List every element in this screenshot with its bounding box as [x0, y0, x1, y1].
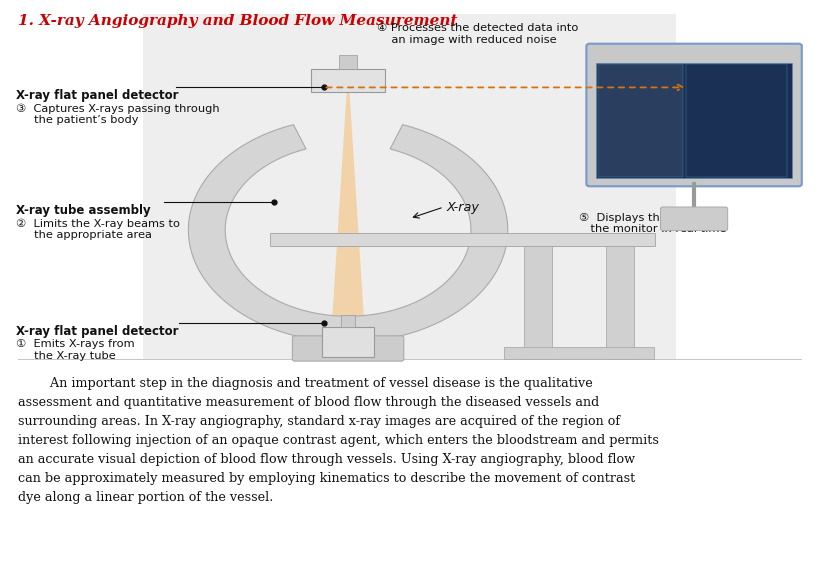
Bar [504, 347, 654, 359]
Text: X-ray: X-ray [446, 201, 479, 213]
FancyBboxPatch shape [292, 336, 404, 361]
Polygon shape [332, 69, 364, 327]
Bar [596, 63, 792, 178]
Bar [143, 14, 676, 359]
Polygon shape [188, 125, 508, 342]
Text: X-ray tube assembly: X-ray tube assembly [16, 204, 151, 217]
Bar [311, 69, 385, 92]
Text: An important step in the diagnosis and treatment of vessel disease is the qualit: An important step in the diagnosis and t… [18, 377, 659, 504]
Text: X-ray flat panel detector: X-ray flat panel detector [16, 89, 179, 102]
Text: ⑤  Displays the image on
    the monitor in real time: ⑤ Displays the image on the monitor in r… [576, 213, 726, 235]
Text: ②  Limits the X-ray beams to
     the appropriate area: ② Limits the X-ray beams to the appropri… [16, 218, 180, 240]
Bar [686, 64, 787, 177]
Bar [341, 315, 355, 327]
Bar [606, 246, 634, 359]
Text: ③  Captures X-rays passing through
     the patient’s body: ③ Captures X-rays passing through the pa… [16, 104, 220, 125]
Bar [322, 327, 374, 356]
Text: 1. X-ray Angiography and Blood Flow Measurement: 1. X-ray Angiography and Blood Flow Meas… [18, 14, 458, 28]
Text: X-ray flat panel detector: X-ray flat panel detector [16, 325, 179, 338]
FancyBboxPatch shape [660, 207, 727, 231]
Bar [270, 233, 655, 246]
Text: ④ Processes the detected data into
    an image with reduced noise: ④ Processes the detected data into an im… [377, 23, 578, 45]
Text: ①  Emits X-rays from
     the X-ray tube: ① Emits X-rays from the X-ray tube [16, 339, 135, 361]
Bar [598, 64, 682, 177]
Bar [339, 55, 357, 69]
FancyBboxPatch shape [586, 44, 802, 186]
Bar [524, 246, 552, 359]
